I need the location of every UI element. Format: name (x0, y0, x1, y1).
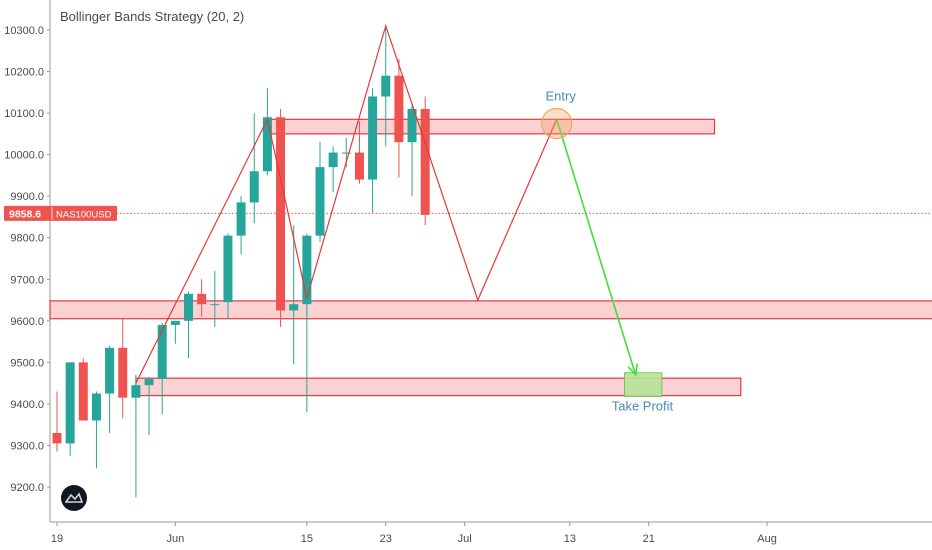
candle-body (78, 362, 88, 421)
x-tick-label: Jul (458, 533, 472, 545)
candle-body (249, 171, 259, 203)
candle-body (52, 432, 62, 444)
y-tick-label: 9400.0 (10, 399, 44, 411)
candle-body (118, 347, 128, 398)
x-tick-label: 23 (380, 533, 392, 545)
x-tick-label: 19 (51, 533, 63, 545)
candle-body (354, 152, 364, 180)
candle-body (328, 152, 338, 168)
candle-body (91, 393, 101, 421)
y-tick-label: 9900.0 (10, 191, 44, 203)
candle-body (210, 304, 220, 306)
y-tick-label: 9600.0 (10, 316, 44, 328)
candle-body (65, 362, 75, 444)
candle-body (302, 235, 312, 305)
entry-marker-circle[interactable] (541, 107, 573, 140)
candle-body (341, 152, 351, 154)
candle-body (170, 320, 180, 325)
candle-body (394, 75, 404, 143)
y-tick-label: 10000.0 (4, 150, 44, 162)
candle-body (105, 347, 115, 394)
candle-body (368, 96, 378, 180)
resistance-zone-2[interactable] (49, 300, 932, 320)
y-tick-label: 9700.0 (10, 274, 44, 286)
candle-body (289, 304, 299, 311)
candle-body (276, 117, 286, 311)
y-tick-label: 9200.0 (10, 482, 44, 494)
candle-body (381, 75, 391, 97)
take-profit-label: Take Profit (612, 398, 674, 413)
x-tick-label: 21 (643, 533, 655, 545)
candle-body (157, 324, 167, 379)
x-tick-label: 15 (301, 533, 313, 545)
candle-body (407, 108, 417, 143)
candle-body (236, 202, 246, 236)
price-tag-value: 9858.6 (9, 208, 41, 220)
tradingview-logo-icon[interactable] (61, 485, 87, 511)
y-tick-label: 9800.0 (10, 233, 44, 245)
x-tick-label: Jun (166, 533, 184, 545)
x-tick-label: Aug (757, 533, 777, 545)
y-tick-label: 9500.0 (10, 357, 44, 369)
target-arrowhead (627, 363, 639, 377)
target-arrow-line[interactable] (555, 119, 637, 376)
candle-body (197, 293, 207, 305)
candle-body (184, 293, 193, 321)
candle-body (223, 235, 233, 303)
y-tick-label: 10100.0 (4, 108, 44, 120)
candle-body (315, 167, 325, 236)
logo-wave-icon (65, 492, 83, 503)
entry-label: Entry (546, 88, 577, 103)
take-profit-box[interactable] (623, 372, 663, 397)
zigzag-pattern-line[interactable] (135, 23, 558, 384)
candle-body (131, 385, 141, 398)
price-tag-symbol: NAS100USD (56, 209, 112, 220)
candle-body (420, 108, 430, 215)
chart-legend-title: Bollinger Bands Strategy (20, 2) (60, 9, 245, 24)
y-tick-label: 10200.0 (4, 67, 44, 79)
candle-body (262, 117, 272, 172)
x-tick-label: 13 (564, 533, 576, 545)
resistance-zone-1[interactable] (266, 118, 716, 135)
candle-body (144, 378, 154, 386)
price-tag (4, 205, 117, 221)
y-tick-label: 10300.0 (4, 25, 44, 37)
y-tick-label: 9300.0 (10, 440, 44, 452)
